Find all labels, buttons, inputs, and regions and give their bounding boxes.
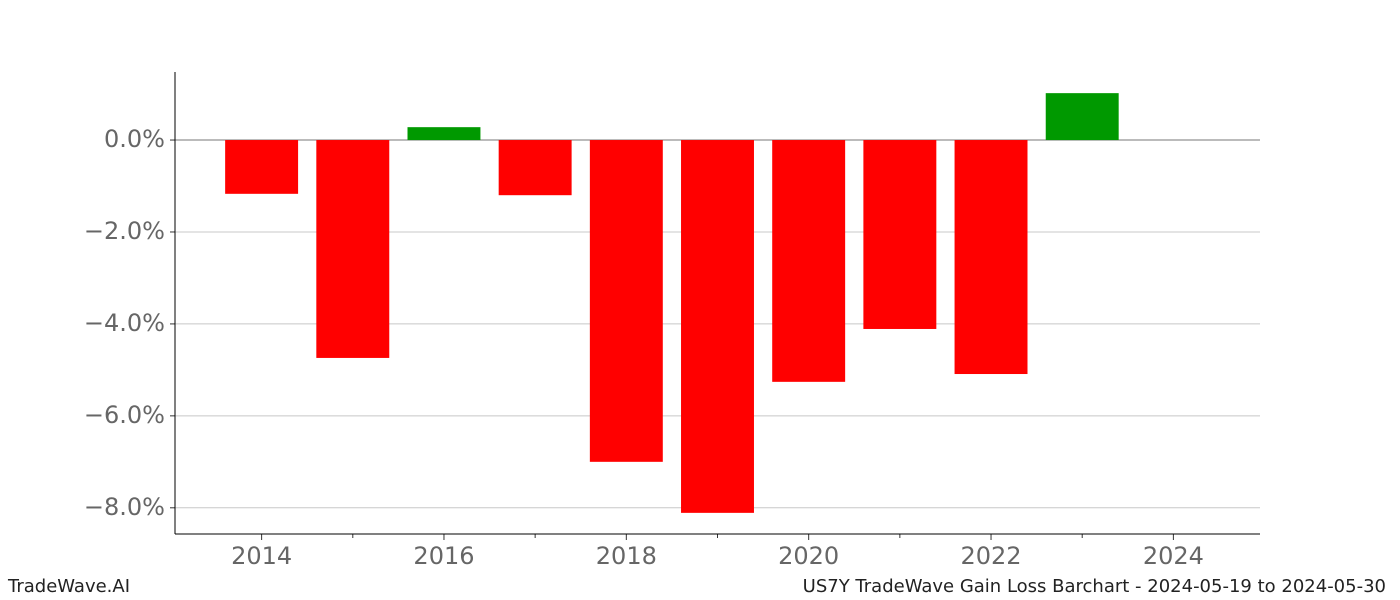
x-tick-label: 2018 bbox=[596, 542, 657, 570]
x-tick-label: 2022 bbox=[960, 542, 1021, 570]
bar bbox=[498, 140, 572, 196]
bar bbox=[1045, 93, 1119, 141]
x-tick-label: 2020 bbox=[778, 542, 839, 570]
x-tick-label: 2014 bbox=[231, 542, 292, 570]
bar bbox=[407, 127, 481, 141]
bar bbox=[681, 140, 754, 513]
brand: TradeWave.AI bbox=[7, 576, 130, 597]
bar bbox=[772, 140, 846, 382]
x-tick-label: 2024 bbox=[1143, 542, 1204, 570]
y-tick-label: −8.0% bbox=[84, 493, 165, 521]
chart-title: US7Y TradeWave Gain Loss Barchart - 2024… bbox=[803, 576, 1386, 597]
x-tick-label: 2016 bbox=[413, 542, 474, 570]
bar bbox=[863, 140, 937, 329]
y-tick-label: 0.0% bbox=[104, 125, 165, 153]
y-tick-label: −4.0% bbox=[84, 309, 165, 337]
bar bbox=[589, 140, 663, 462]
bar bbox=[954, 140, 1028, 375]
bar bbox=[225, 140, 299, 194]
y-tick-label: −2.0% bbox=[84, 217, 165, 245]
bar bbox=[316, 140, 390, 358]
y-tick-label: −6.0% bbox=[84, 401, 165, 429]
